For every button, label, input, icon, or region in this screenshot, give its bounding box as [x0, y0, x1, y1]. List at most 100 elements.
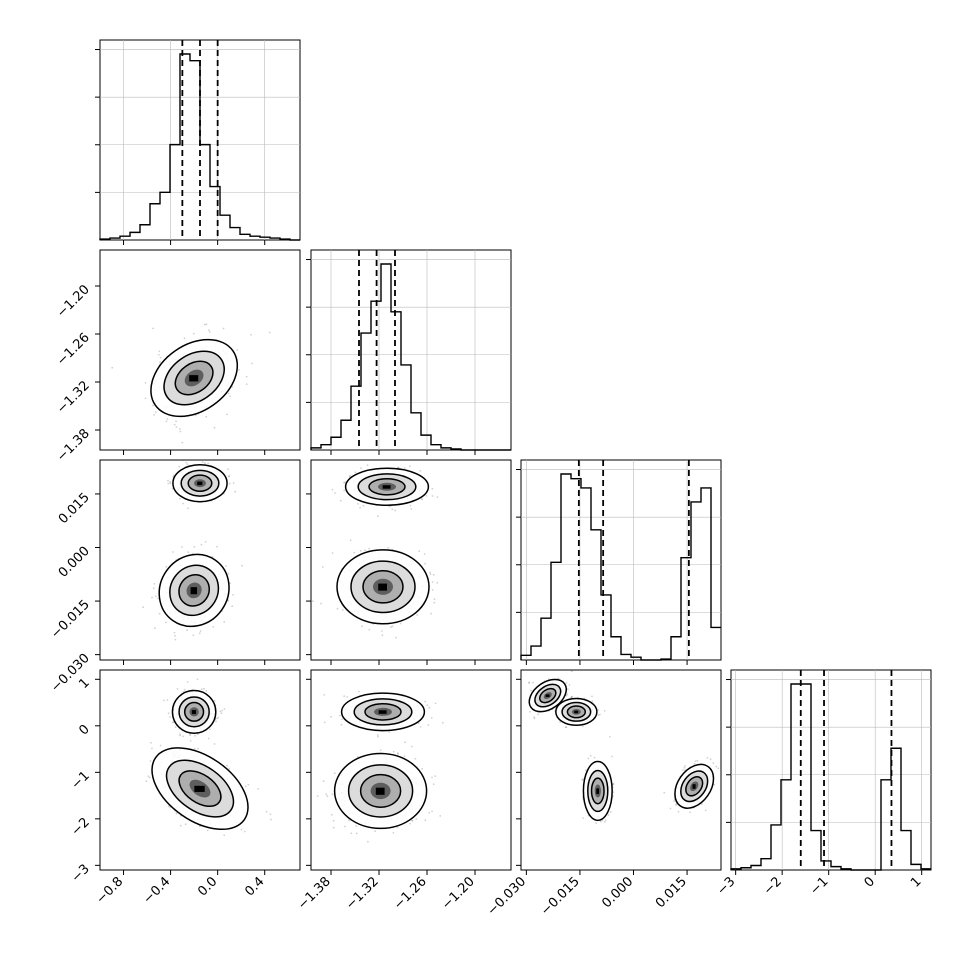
sample-point [320, 602, 322, 605]
x-tick-label: −1.32 [343, 874, 382, 913]
sample-point [187, 551, 190, 554]
sample-point [533, 716, 536, 719]
sample-point [423, 553, 426, 555]
sample-point [377, 515, 379, 518]
sample-point [394, 509, 397, 512]
sample-point [174, 726, 177, 728]
corner-panels: −0.8 −0.4 0.0 0.4 −1.38 −1.32 −1.26 −1.20 −0.030… [48, 39, 932, 919]
sample-point [197, 747, 200, 750]
sample-point [179, 734, 182, 737]
sample-point [424, 819, 427, 822]
sample-point [192, 634, 195, 637]
sample-point [557, 677, 560, 680]
sample-point [537, 713, 539, 716]
sample-point [700, 803, 703, 805]
sample-point [709, 758, 712, 761]
sample-point [164, 621, 167, 624]
y-tick-label: 1 [76, 676, 92, 692]
sample-point [220, 712, 223, 715]
sample-point [243, 830, 246, 833]
sample-point [419, 726, 422, 728]
sample-point [663, 791, 666, 794]
sample-point [355, 832, 358, 835]
sample-point [226, 413, 228, 416]
sample-point [333, 772, 336, 775]
density-peak [692, 784, 696, 789]
sample-point [431, 581, 434, 583]
sample-point [325, 793, 328, 796]
hist-frame [310, 249, 512, 451]
sample-point [350, 832, 353, 835]
sample-point [436, 496, 439, 498]
sample-point [196, 678, 199, 681]
sample-point [391, 625, 394, 628]
density-peak [545, 694, 550, 697]
sample-point [158, 354, 160, 356]
sample-point [529, 710, 531, 713]
sample-point [388, 731, 391, 733]
sample-point [203, 687, 205, 690]
sample-point [439, 815, 442, 817]
sample-point [612, 783, 615, 785]
scatter-panel-1-3 [310, 669, 512, 871]
sample-point [368, 547, 371, 550]
y-tick-label: 0.000 [56, 544, 93, 581]
sample-point [358, 690, 360, 693]
sample-point [591, 695, 593, 698]
sample-point [387, 546, 390, 549]
x-tick-label: −0.030 [485, 874, 530, 919]
hist-panel-1 [310, 249, 512, 451]
sample-point [176, 688, 179, 690]
sample-point [167, 712, 170, 715]
sample-point [145, 780, 148, 783]
sample-point [418, 722, 420, 725]
sample-point [241, 564, 243, 567]
sample-point [570, 696, 573, 699]
sample-point [331, 793, 334, 795]
sample-point [713, 783, 716, 786]
sample-point [193, 546, 196, 548]
sample-point [238, 369, 240, 371]
sample-point [182, 502, 185, 505]
sample-point [409, 465, 411, 467]
y-tick-label: −3 [69, 862, 93, 886]
y-tick-label: −1.32 [54, 378, 93, 417]
sample-point [381, 630, 383, 632]
sample-point [193, 747, 196, 750]
sample-point [436, 582, 439, 584]
sample-point [207, 737, 210, 740]
sample-point [420, 497, 423, 500]
sample-point [532, 681, 534, 684]
sample-point [216, 545, 219, 548]
density-peak [189, 375, 199, 382]
sample-point [169, 480, 171, 483]
sample-point [603, 820, 606, 823]
density-peak [378, 583, 387, 591]
sample-point [312, 600, 314, 602]
x-tick-label: 0.015 [653, 874, 690, 911]
sample-point [348, 475, 351, 478]
sample-point [223, 708, 226, 710]
scatter-panel-1-2 [310, 459, 512, 661]
sample-point [356, 755, 359, 758]
sample-point [530, 689, 532, 692]
sample-point [207, 462, 210, 465]
sample-point [159, 356, 162, 359]
sample-point [585, 769, 587, 772]
sample-point [355, 825, 358, 827]
sample-point [418, 550, 421, 553]
sample-point [205, 323, 208, 325]
sample-point [227, 468, 230, 470]
hist-panel-0 [99, 39, 301, 241]
sample-point [521, 709, 522, 712]
sample-point [227, 572, 230, 575]
sample-point [364, 549, 366, 551]
hist-frame [730, 669, 932, 871]
sample-point [152, 404, 154, 407]
sample-point [434, 702, 437, 705]
sample-point [326, 795, 329, 798]
sample-point [682, 769, 684, 771]
sample-point [184, 823, 187, 826]
sample-point [343, 481, 345, 484]
hist-panel-2 [520, 459, 722, 661]
